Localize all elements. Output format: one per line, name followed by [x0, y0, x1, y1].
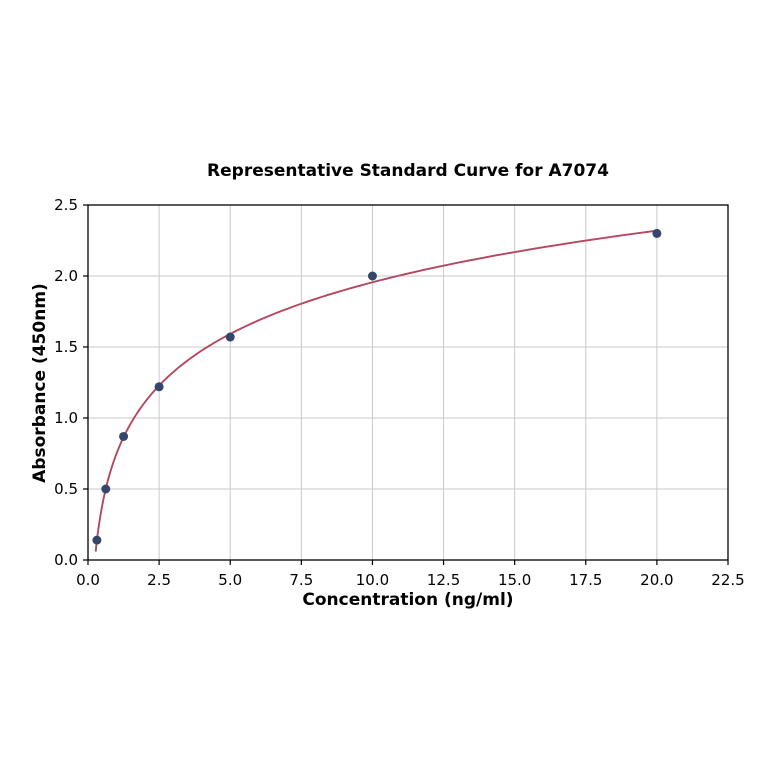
x-tick-label: 5.0: [218, 571, 242, 589]
data-point: [367, 271, 377, 281]
x-tick-label: 15.0: [498, 571, 531, 589]
x-tick-label: 7.5: [289, 571, 313, 589]
data-points: [92, 228, 662, 545]
x-tick-label: 22.5: [711, 571, 744, 589]
y-tick-label: 0.5: [54, 480, 78, 498]
x-tick-label: 0.0: [76, 571, 100, 589]
x-tick-label: 10.0: [356, 571, 389, 589]
y-tick-label: 0.0: [54, 551, 78, 569]
plot-border: [87, 204, 729, 561]
axis-ticks: 0.0 2.5 5.0 7.5 10.0 12.5 15.0 17.5 20.0 22.5 0.0 0…: [54, 196, 745, 589]
x-tick-label: 12.5: [427, 571, 460, 589]
chart-title: Representative Standard Curve for A7074: [207, 161, 609, 181]
y-tick-label: 2.0: [54, 267, 78, 285]
data-point: [225, 332, 235, 342]
fit-curve: [94, 229, 658, 552]
y-tick-label: 2.5: [54, 196, 78, 214]
y-tick-label: 1.0: [54, 409, 78, 427]
data-point: [652, 228, 662, 238]
y-axis-label: Absorbance (450nm): [30, 283, 50, 483]
data-point: [119, 431, 129, 441]
y-tick-label: 1.5: [54, 338, 78, 356]
x-axis-label: Concentration (ng/ml): [302, 590, 514, 610]
x-tick-label: 2.5: [147, 571, 171, 589]
data-point: [154, 382, 164, 392]
x-tick-label: 20.0: [640, 571, 673, 589]
data-point: [101, 484, 111, 494]
data-point: [92, 535, 102, 545]
grid: [87, 204, 729, 561]
x-tick-label: 17.5: [569, 571, 602, 589]
